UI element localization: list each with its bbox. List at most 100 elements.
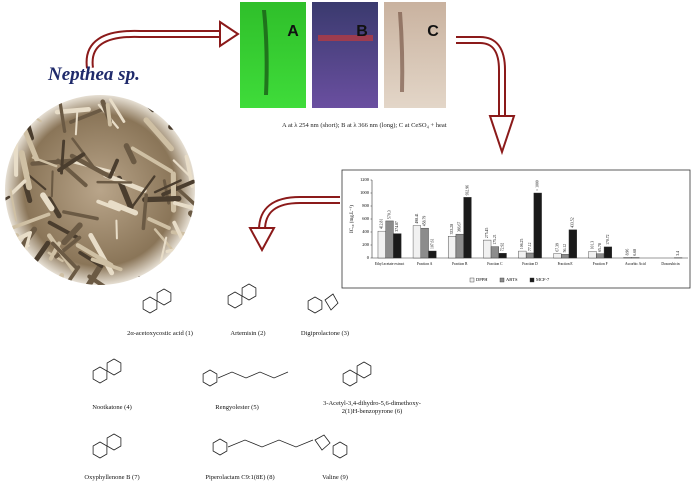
structures bbox=[92, 283, 372, 459]
value-label: 8.96 bbox=[625, 249, 629, 256]
bar bbox=[377, 230, 386, 259]
ring bbox=[202, 369, 218, 387]
x-tick-label: Fraction F bbox=[593, 262, 608, 266]
legend-label: DPPH bbox=[476, 277, 488, 282]
value-label: 170.72 bbox=[606, 234, 610, 245]
coral-branch bbox=[182, 110, 194, 129]
coral-branch bbox=[75, 243, 114, 268]
tlc-caption: A at λ 254 nm (short); B at λ 366 nm (lo… bbox=[282, 122, 447, 129]
coral-branch bbox=[18, 150, 33, 191]
bar bbox=[518, 250, 527, 259]
x-tick-label: Fraction E bbox=[558, 262, 574, 266]
value-label: 932.96 bbox=[465, 185, 469, 196]
bar bbox=[490, 246, 499, 259]
value-label: 433.52 bbox=[571, 217, 575, 228]
coral-branch bbox=[40, 192, 55, 212]
y-tick-label: 400 bbox=[362, 229, 370, 234]
value-label: 56.12 bbox=[563, 244, 567, 253]
coral-branch bbox=[108, 158, 120, 179]
coral-branch bbox=[147, 217, 171, 230]
y-tick-label: 800 bbox=[362, 203, 370, 208]
coral-branch bbox=[152, 268, 192, 285]
compound-name: Oxyphyllenone B (7) bbox=[84, 474, 140, 481]
coral-branch bbox=[108, 200, 139, 216]
y-axis-label: IC₅₀ (mg.L⁻¹) bbox=[349, 205, 355, 233]
value-label: 106.25 bbox=[520, 239, 524, 250]
coral-branch bbox=[191, 218, 195, 238]
bar bbox=[393, 233, 402, 259]
bar bbox=[623, 257, 632, 259]
coral-branch bbox=[141, 193, 148, 231]
tlc-plate bbox=[384, 2, 446, 108]
ring bbox=[92, 441, 108, 459]
value-label: 77.12 bbox=[528, 242, 532, 251]
coral-branch bbox=[74, 111, 79, 136]
y-tick-label: 1000 bbox=[360, 190, 370, 195]
x-tick-label: Fraction C bbox=[487, 262, 503, 266]
legend-label: ABTS bbox=[506, 277, 518, 282]
bar bbox=[603, 246, 613, 259]
bar bbox=[533, 192, 542, 259]
compound-name: Artemisin (2) bbox=[230, 330, 266, 337]
arrows bbox=[85, 20, 516, 253]
coral-branch bbox=[153, 179, 182, 194]
y-tick-label: 200 bbox=[362, 242, 370, 247]
ring bbox=[106, 433, 122, 451]
ring bbox=[324, 293, 339, 311]
coral-branch bbox=[31, 156, 58, 168]
x-tick-label: Fraction A bbox=[417, 262, 433, 266]
tlc-spot bbox=[398, 12, 405, 92]
value-label: 67.39 bbox=[555, 243, 559, 252]
coral-branch bbox=[130, 146, 173, 173]
compound-name: Valine (9) bbox=[322, 474, 348, 481]
coral-branch bbox=[10, 179, 27, 195]
compound-name: Rengyolester (5) bbox=[215, 404, 259, 411]
compound-name: Nootkatone (4) bbox=[92, 404, 132, 411]
coral-branch bbox=[143, 117, 174, 152]
value-label: 412.81 bbox=[380, 219, 384, 230]
coral-branch bbox=[27, 95, 39, 114]
ring bbox=[342, 369, 358, 387]
coral-branch bbox=[30, 158, 75, 166]
tlc-label: C bbox=[427, 23, 439, 40]
legend-swatch bbox=[529, 277, 535, 283]
bar bbox=[483, 239, 492, 259]
coral-branch bbox=[57, 152, 86, 173]
ring bbox=[156, 288, 172, 306]
value-label: 107.61 bbox=[430, 238, 434, 249]
tlc-label: A bbox=[287, 23, 299, 40]
x-tick-label: Doxorubicin bbox=[661, 262, 679, 266]
ring bbox=[142, 296, 158, 314]
value-label: 458.79 bbox=[423, 216, 427, 227]
bar bbox=[455, 233, 464, 259]
coral-branch bbox=[5, 103, 40, 115]
y-tick-label: 0 bbox=[367, 255, 370, 260]
bar bbox=[428, 250, 437, 259]
value-label: 175.21 bbox=[493, 234, 497, 245]
bar bbox=[385, 220, 394, 259]
coral-branch bbox=[96, 199, 121, 212]
bar bbox=[498, 253, 507, 259]
bar bbox=[420, 227, 429, 259]
legend-swatch bbox=[469, 277, 475, 283]
tlc-plate bbox=[312, 2, 378, 108]
coral-branch bbox=[62, 210, 99, 221]
coral-branch bbox=[23, 183, 33, 204]
value-label: 72.92 bbox=[500, 243, 504, 252]
x-tick-label: Ascorbic Acid bbox=[625, 262, 646, 266]
chain bbox=[217, 371, 289, 379]
value-label: 101.3 bbox=[590, 241, 594, 250]
ring bbox=[356, 361, 372, 379]
coral-branch bbox=[81, 264, 103, 285]
legend-swatch bbox=[499, 277, 505, 283]
ring bbox=[332, 441, 348, 459]
tlc-label: B bbox=[356, 23, 368, 40]
coral-branch bbox=[183, 246, 191, 266]
bar bbox=[463, 197, 472, 259]
value-label: 6.68 bbox=[633, 249, 637, 256]
coral-branch bbox=[129, 276, 142, 285]
ring bbox=[241, 283, 257, 301]
legend-label: MCF-7 bbox=[536, 277, 550, 282]
bar bbox=[561, 254, 570, 259]
